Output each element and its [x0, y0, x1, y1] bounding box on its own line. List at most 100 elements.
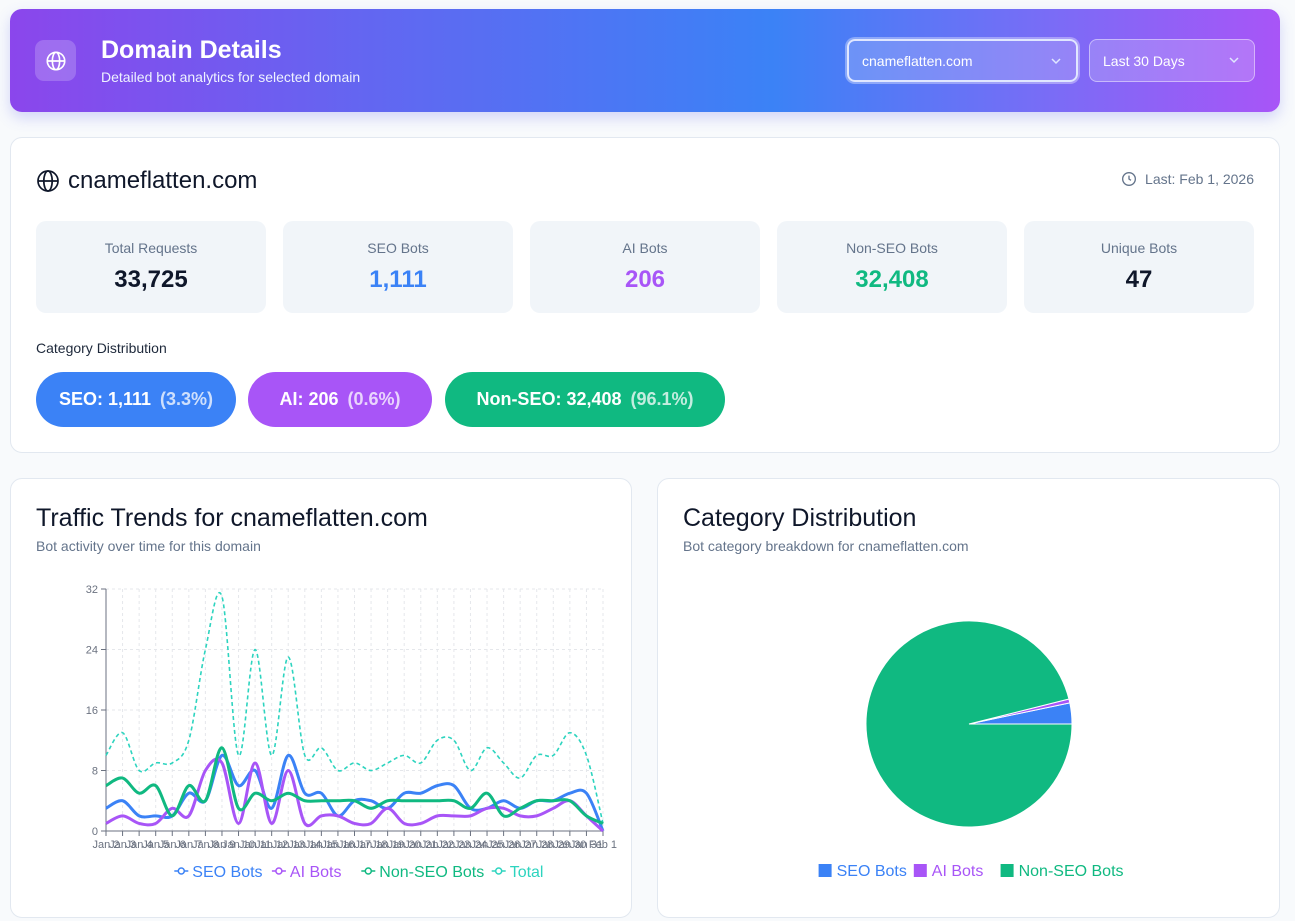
pill-ai-pct: (0.6%) — [347, 389, 401, 409]
page-header: Domain Details Detailed bot analytics fo… — [10, 9, 1280, 112]
legend-label: Total — [510, 864, 544, 881]
last-seen: Last: Feb 1, 2026 — [1121, 171, 1254, 187]
legend-label: AI Bots — [932, 863, 984, 880]
x-tick-label: Jan 9 — [209, 839, 236, 851]
page-title: Domain Details — [101, 36, 282, 64]
stat-value: 47 — [1125, 266, 1153, 293]
y-tick-label: 16 — [86, 705, 98, 717]
clock-icon — [1122, 172, 1137, 186]
domain-summary-card: cnameflatten.com Last: Feb 1, 2026 Total… — [10, 137, 1280, 453]
stat-value: 32,408 — [855, 266, 929, 293]
date-range-value: Last 30 Days — [1103, 52, 1185, 69]
x-tick-label: Jan 2 — [93, 839, 120, 851]
x-tick-label: Jan 17 — [338, 839, 371, 851]
legend-marker — [494, 867, 503, 875]
x-tick-label: Jan 7 — [175, 839, 202, 851]
legend-label: Non-SEO Bots — [1019, 863, 1124, 880]
stat-total-requests: Total Requests 33,725 — [36, 221, 266, 313]
legend-item: Non-SEO Bots — [1000, 863, 1124, 880]
date-range-select[interactable]: Last 30 Days — [1089, 39, 1255, 82]
x-tick-label: Jan 10 — [222, 839, 255, 851]
x-tick-label: Jan 4 — [126, 839, 153, 851]
pill-non-seo-text: Non-SEO: 32,408 — [476, 389, 622, 409]
legend-item: AI Bots — [271, 864, 342, 881]
x-tick-label: Jan 11 — [239, 839, 271, 851]
traffic-trends-title: Traffic Trends for cnameflatten.com — [36, 504, 428, 532]
y-tick-label: 8 — [92, 766, 98, 778]
globe-icon — [37, 170, 59, 192]
x-tick-label: Jan 3 — [109, 839, 136, 851]
x-tick-label: Jan 22 — [421, 839, 454, 851]
domain-name: cnameflatten.com — [68, 167, 258, 194]
pie-slice-non-seo-bots — [865, 620, 1073, 828]
x-tick-label: Jan 6 — [159, 839, 186, 851]
series-line-non-seo-bots — [105, 746, 604, 825]
pill-non-seo: Non-SEO: 32,408 (96.1%) — [445, 372, 725, 427]
category-distribution-card: Category Distribution Bot category break… — [657, 478, 1280, 918]
x-tick-label: Jan 27 — [504, 839, 537, 851]
y-tick-label: 24 — [86, 645, 98, 657]
stat-label: Non-SEO Bots — [846, 240, 938, 256]
legend-item: Total — [491, 864, 544, 881]
pill-seo: SEO: 1,111 (3.3%) — [36, 372, 236, 427]
pill-seo-pct: (3.3%) — [160, 389, 214, 409]
legend-item: Non-SEO Bots — [361, 864, 484, 881]
x-tick-label: Jan 21 — [404, 839, 437, 851]
stat-value: 1,111 — [369, 266, 427, 293]
page-subtitle: Detailed bot analytics for selected doma… — [101, 69, 361, 85]
series-line-ai-bots — [105, 757, 605, 833]
pill-ai-text: AI: 206 — [279, 389, 339, 409]
chevron-down-icon — [1229, 57, 1239, 64]
pill-seo-text: SEO: 1,111 — [58, 389, 152, 409]
stat-seo-bots: SEO Bots 1,111 — [283, 221, 513, 313]
stat-non-seo-bots: Non-SEO Bots 32,408 — [777, 221, 1007, 313]
x-tick-label: Feb 1 — [589, 839, 617, 851]
domain-select-value: cnameflatten.com — [862, 52, 973, 69]
stat-label: SEO Bots — [367, 240, 429, 256]
x-tick-label: Jan 25 — [471, 839, 504, 851]
x-tick-label: Jan 5 — [142, 839, 169, 851]
last-seen-text: Last: Feb 1, 2026 — [1145, 171, 1254, 187]
x-tick-label: Jan 15 — [305, 839, 338, 851]
traffic-trends-subtitle: Bot activity over time for this domain — [36, 538, 261, 554]
stat-unique-bots: Unique Bots 47 — [1024, 221, 1254, 313]
legend-label: SEO Bots — [192, 864, 262, 881]
stat-ai-bots: AI Bots 206 — [530, 221, 760, 313]
x-tick-label: Jan 18 — [355, 839, 388, 851]
legend-label: SEO Bots — [837, 863, 907, 880]
x-tick-label: Jan 12 — [255, 839, 288, 851]
legend-label: Non-SEO Bots — [379, 864, 484, 881]
legend-marker — [364, 867, 373, 875]
pill-ai: AI: 206 (0.6%) — [248, 372, 432, 427]
legend-marker — [275, 867, 283, 875]
legend-item: AI Bots — [913, 863, 984, 880]
legend-item: SEO Bots — [174, 864, 263, 881]
legend-marker — [177, 867, 186, 875]
x-tick-label: Jan 24 — [454, 839, 487, 851]
stat-label: Total Requests — [104, 240, 198, 256]
domain-select[interactable]: cnameflatten.com — [847, 39, 1078, 82]
category-distribution-label: Category Distribution — [36, 340, 167, 356]
globe-icon — [35, 40, 76, 81]
x-tick-label: Jan 8 — [192, 839, 219, 851]
stat-value: 206 — [624, 266, 666, 293]
stat-label: Unique Bots — [1100, 240, 1178, 256]
y-tick-label: 32 — [86, 584, 98, 596]
x-tick-label: Jan 14 — [288, 839, 321, 851]
pill-non-seo-pct: (96.1%) — [630, 389, 694, 409]
domain-heading: cnameflatten.com — [36, 167, 257, 195]
x-tick-label: Jan 28 — [520, 839, 553, 851]
x-tick-label: Jan 31 — [570, 839, 603, 851]
legend-swatch — [1000, 864, 1014, 877]
legend-item: SEO Bots — [818, 863, 907, 880]
traffic-trends-card: Traffic Trends for cnameflatten.com Bot … — [10, 478, 632, 918]
category-distribution-title: Category Distribution — [683, 504, 917, 532]
stat-value: 33,725 — [114, 266, 188, 293]
chevron-down-icon — [1051, 58, 1061, 65]
x-tick-label: Jan 20 — [388, 839, 421, 851]
x-tick-label: Jan 16 — [321, 839, 354, 851]
legend-swatch — [913, 864, 927, 877]
x-tick-label: Jan 30 — [553, 839, 586, 851]
legend-label: AI Bots — [290, 864, 342, 881]
